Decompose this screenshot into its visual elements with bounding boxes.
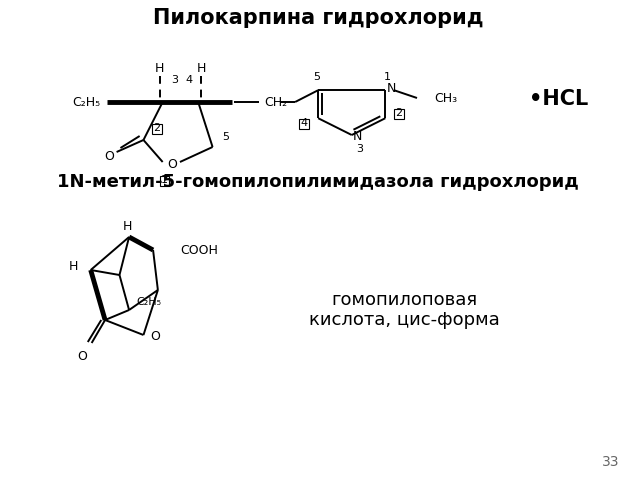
Text: O: O: [77, 349, 87, 362]
Text: H: H: [68, 260, 78, 273]
Text: 1N-метил-5-гомопилопилимидазола гидрохлорид: 1N-метил-5-гомопилопилимидазола гидрохло…: [57, 173, 579, 191]
Text: O: O: [167, 157, 177, 170]
Text: N: N: [387, 82, 396, 95]
Text: 4: 4: [185, 75, 192, 85]
Text: 2: 2: [396, 108, 403, 118]
Text: гомопилоповая
кислота, цис-форма: гомопилоповая кислота, цис-форма: [309, 290, 500, 329]
Text: H: H: [122, 219, 132, 232]
Text: O: O: [150, 331, 160, 344]
Text: •HCL: •HCL: [529, 89, 589, 109]
Text: N: N: [353, 131, 362, 144]
Text: 3: 3: [171, 75, 178, 85]
Text: 5: 5: [313, 72, 320, 82]
Text: H: H: [155, 61, 164, 74]
Text: 1: 1: [161, 175, 168, 185]
Text: C₂H₅: C₂H₅: [72, 96, 100, 108]
Text: COOH: COOH: [180, 243, 218, 256]
Text: 4: 4: [300, 118, 307, 128]
Text: 2: 2: [154, 123, 161, 133]
Text: H: H: [196, 61, 205, 74]
Text: CH₂: CH₂: [264, 96, 287, 108]
Text: C₂H₅: C₂H₅: [137, 297, 162, 307]
Text: 3: 3: [356, 144, 363, 154]
Text: CH₃: CH₃: [435, 92, 458, 105]
Text: 1: 1: [384, 72, 391, 82]
Text: 5: 5: [223, 132, 230, 142]
Text: Пилокарпина гидрохлорид: Пилокарпина гидрохлорид: [153, 8, 483, 28]
Text: O: O: [104, 149, 114, 163]
Text: 33: 33: [602, 455, 620, 469]
